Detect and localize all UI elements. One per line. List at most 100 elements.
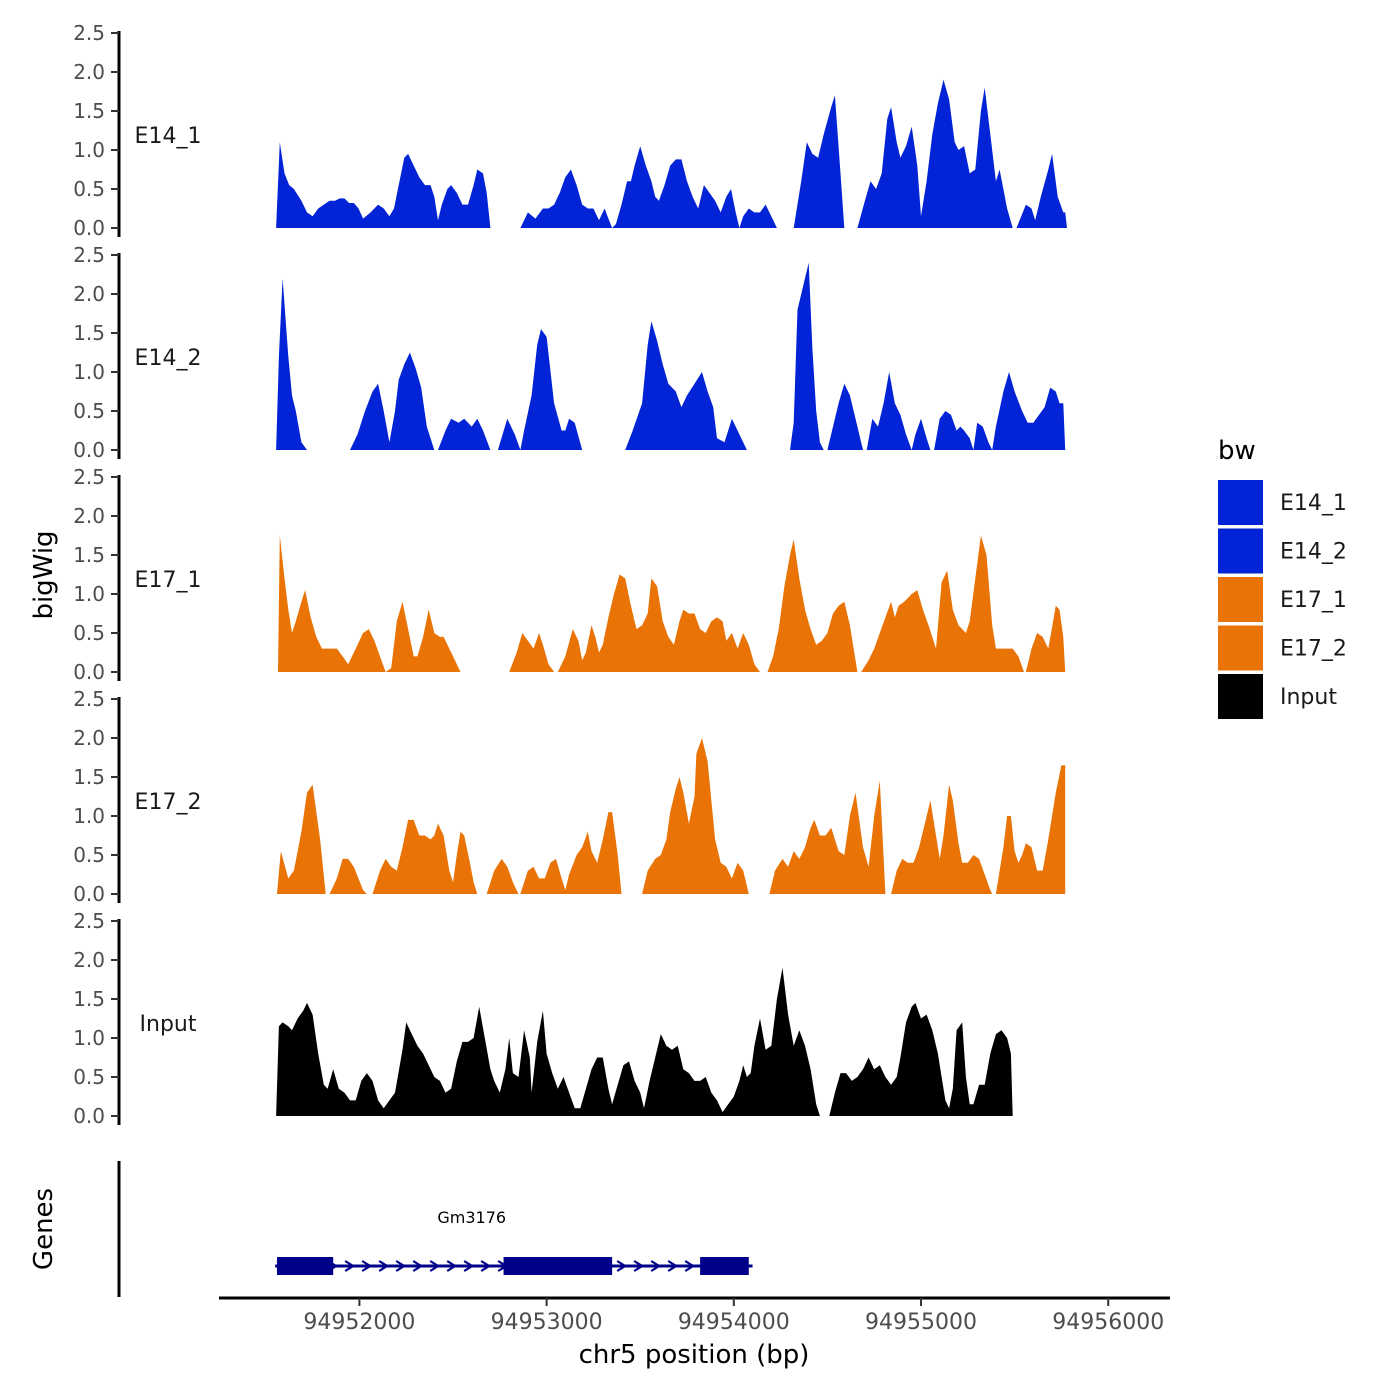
x-tick-label: 94952000 bbox=[303, 1310, 415, 1335]
strand-arrow-icon bbox=[684, 1260, 696, 1272]
y-tick-label: 0.0 bbox=[73, 882, 105, 906]
strand-arrow-icon bbox=[395, 1260, 407, 1272]
y-tick-label: 2.5 bbox=[73, 465, 105, 489]
strand-arrow-icon bbox=[480, 1260, 492, 1272]
y-tick-label: 2.5 bbox=[73, 243, 105, 267]
coverage-area bbox=[829, 1002, 1013, 1116]
y-tick-label: 1.5 bbox=[73, 99, 105, 123]
y-tick-label: 1.0 bbox=[73, 804, 105, 828]
legend-label: E14_1 bbox=[1280, 491, 1347, 516]
legend-key-E17_2 bbox=[1218, 625, 1263, 671]
track-label: E17_1 bbox=[135, 568, 202, 593]
x-tick-label: 94956000 bbox=[1052, 1310, 1164, 1335]
coverage-area bbox=[1025, 605, 1066, 672]
y-tick-label: 0.0 bbox=[73, 216, 105, 240]
y-tick-label: 2.0 bbox=[73, 282, 105, 306]
y-tick-label: 1.5 bbox=[73, 321, 105, 345]
coverage-area bbox=[277, 784, 326, 894]
y-tick-label: 1.5 bbox=[73, 543, 105, 567]
track-label: E14_2 bbox=[135, 346, 202, 371]
coverage-area bbox=[276, 967, 820, 1116]
gene-exon bbox=[503, 1257, 613, 1275]
legend-label: Input bbox=[1280, 685, 1337, 710]
strand-arrow-icon bbox=[446, 1260, 458, 1272]
y-tick-label: 1.5 bbox=[73, 765, 105, 789]
gene-exon bbox=[277, 1257, 334, 1275]
strand-arrow-icon bbox=[616, 1260, 628, 1272]
y-tick-label: 0.5 bbox=[73, 399, 105, 423]
track-panel-E17_2: 0.0 0.5 1.0 1.5 2.0 2.5 E17_2 bbox=[73, 687, 1066, 906]
coverage-area bbox=[995, 765, 1066, 894]
y-tick-label: 2.0 bbox=[73, 726, 105, 750]
genes-axis-title: Genes bbox=[29, 1188, 59, 1270]
legend-key-E14_2 bbox=[1218, 528, 1263, 574]
coverage-area bbox=[767, 539, 858, 672]
y-tick-label: 2.5 bbox=[73, 909, 105, 933]
y-tick-label: 1.0 bbox=[73, 138, 105, 162]
coverage-area bbox=[509, 633, 555, 672]
track-label: Input bbox=[140, 1012, 197, 1037]
strand-arrow-icon bbox=[344, 1260, 356, 1272]
coverage-area bbox=[520, 812, 622, 894]
legend-label: E14_2 bbox=[1280, 540, 1347, 565]
coverage-area bbox=[1016, 153, 1067, 228]
coverage-tracks: 0.0 0.5 1.0 1.5 2.0 2.5 E14_1 0.0 0.5 1.0 1.5 2.0 2.… bbox=[73, 21, 1067, 1128]
x-axis-title: chr5 position (bp) bbox=[579, 1340, 810, 1370]
x-tick-label: 94955000 bbox=[865, 1310, 977, 1335]
coverage-area bbox=[486, 858, 519, 894]
coverage-area bbox=[557, 574, 760, 672]
strand-arrow-icon bbox=[463, 1260, 475, 1272]
track-panel-Input: 0.0 0.5 1.0 1.5 2.0 2.5 Input bbox=[73, 909, 1013, 1128]
coverage-area bbox=[278, 535, 461, 672]
coverage-area bbox=[934, 372, 1066, 450]
x-tick-label: 94954000 bbox=[678, 1310, 790, 1335]
y-tick-label: 0.5 bbox=[73, 1065, 105, 1089]
y-tick-label: 0.0 bbox=[73, 438, 105, 462]
coverage-area bbox=[350, 352, 435, 450]
coverage-area bbox=[276, 278, 307, 450]
coverage-area bbox=[861, 535, 1024, 672]
legend-title: bw bbox=[1218, 436, 1256, 466]
y-tick-label: 0.0 bbox=[73, 660, 105, 684]
coverage-area bbox=[497, 329, 583, 450]
y-tick-label: 0.0 bbox=[73, 1104, 105, 1128]
coverage-area bbox=[438, 418, 491, 450]
legend-label: E17_2 bbox=[1280, 637, 1347, 662]
gene-exon bbox=[700, 1257, 749, 1275]
y-tick-label: 2.0 bbox=[73, 504, 105, 528]
y-tick-label: 2.5 bbox=[73, 687, 105, 711]
track-panel-E14_2: 0.0 0.5 1.0 1.5 2.0 2.5 E14_2 bbox=[73, 243, 1066, 462]
strand-arrow-icon bbox=[361, 1260, 373, 1272]
coverage-area bbox=[827, 383, 863, 450]
x-axis: 94952000 94953000 94954000 94955000 94956000 bbox=[219, 1296, 1170, 1335]
coverage-area bbox=[769, 780, 993, 894]
coverage-area bbox=[642, 738, 749, 894]
y-tick-label: 1.5 bbox=[73, 987, 105, 1011]
coverage-area bbox=[372, 819, 478, 894]
coverage-area bbox=[329, 858, 367, 894]
y-tick-label: 0.5 bbox=[73, 621, 105, 645]
gene-name-label: Gm3176 bbox=[437, 1208, 506, 1227]
coverage-area bbox=[784, 262, 824, 450]
strand-arrow-icon bbox=[378, 1260, 390, 1272]
track-label: E17_2 bbox=[135, 790, 202, 815]
coverage-area bbox=[866, 372, 931, 450]
y-tick-label: 1.0 bbox=[73, 1026, 105, 1050]
y-tick-label: 1.0 bbox=[73, 582, 105, 606]
strand-arrow-icon bbox=[650, 1260, 662, 1272]
legend-key-Input bbox=[1218, 674, 1263, 719]
gene-track: Gm3176 bbox=[117, 1161, 753, 1297]
track-panel-E17_1: 0.0 0.5 1.0 1.5 2.0 2.5 E17_1 bbox=[73, 465, 1066, 684]
track-panel-E14_1: 0.0 0.5 1.0 1.5 2.0 2.5 E14_1 bbox=[73, 21, 1067, 240]
legend-key-E17_1 bbox=[1218, 577, 1263, 622]
legend: bw E14_1 E14_2 E17_1 E17_2 Input bbox=[1218, 436, 1347, 719]
legend-key-E14_1 bbox=[1218, 480, 1263, 525]
y-tick-label: 2.5 bbox=[73, 21, 105, 45]
x-tick-label: 94953000 bbox=[491, 1310, 603, 1335]
strand-arrow-icon bbox=[412, 1260, 424, 1272]
y-axis-title: bigWig bbox=[29, 530, 59, 619]
coverage-area bbox=[625, 321, 747, 450]
coverage-area bbox=[793, 95, 845, 229]
strand-arrow-icon bbox=[667, 1260, 679, 1272]
y-tick-label: 0.5 bbox=[73, 843, 105, 867]
